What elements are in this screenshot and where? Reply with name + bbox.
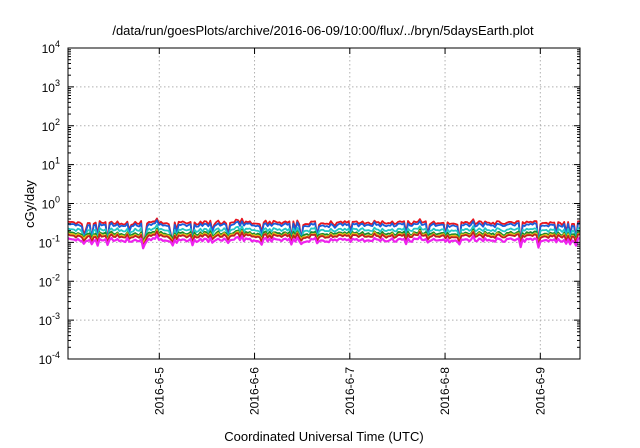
- x-tick-label: 2016-6-7: [343, 367, 357, 415]
- x-tick-label: 2016-6-8: [438, 367, 452, 415]
- x-tick-label: 2016-6-5: [152, 367, 166, 415]
- y-tick-label: 10-1: [39, 233, 60, 250]
- series-line: [67, 227, 581, 244]
- y-tick-label: 10-2: [39, 272, 60, 289]
- y-tick-label: 104: [42, 39, 60, 56]
- y-tick-label: 103: [42, 78, 60, 95]
- y-axis-label: cGy/day: [22, 180, 37, 228]
- series-line: [67, 234, 581, 250]
- y-tick-label: 101: [42, 156, 60, 173]
- series-line: [67, 217, 581, 244]
- y-tick-label: 10-3: [39, 311, 60, 328]
- chart-title: /data/run/goesPlots/archive/2016-06-09/1…: [112, 23, 534, 38]
- grid: [68, 48, 580, 359]
- plot-frame: [67, 47, 581, 360]
- x-tick-label: 2016-6-6: [248, 367, 262, 415]
- series-line: [67, 223, 581, 247]
- series-line: [67, 219, 581, 247]
- y-tick-label: 10-4: [39, 350, 60, 367]
- series-lines: [67, 217, 581, 250]
- x-axis-label: Coordinated Universal Time (UTC): [224, 429, 423, 444]
- y-tick-label: 100: [42, 195, 60, 212]
- series-line: [67, 230, 581, 248]
- x-tick-label: 2016-6-9: [533, 367, 547, 415]
- y-tick-label: 102: [42, 117, 60, 134]
